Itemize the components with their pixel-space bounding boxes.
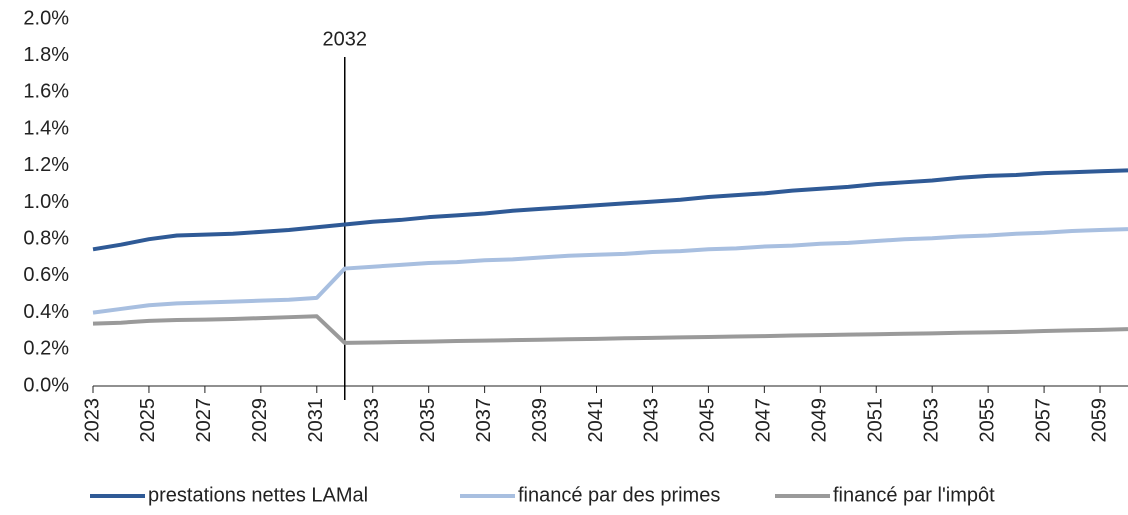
x-tick-label: 2031 — [305, 398, 327, 443]
y-tick-label: 0.8% — [23, 227, 69, 249]
x-tick-label: 2053 — [920, 398, 942, 443]
x-tick-label: 2029 — [249, 398, 271, 443]
y-tick-label: 0.6% — [23, 264, 69, 286]
series-line — [92, 314, 1128, 345]
x-tick-label: 2051 — [865, 398, 887, 443]
y-tick-label: 0.4% — [23, 301, 69, 323]
series-line — [92, 168, 1128, 252]
x-tick-label: 2057 — [1032, 398, 1054, 443]
legend-label: financé par des primes — [518, 484, 720, 506]
x-tick-label: 2055 — [976, 398, 998, 443]
x-tick-label: 2035 — [417, 398, 439, 443]
x-tick-label: 2023 — [81, 398, 103, 443]
x-tick-label: 2043 — [641, 398, 663, 443]
legend-label: prestations nettes LAMal — [148, 484, 368, 506]
x-tick-label: 2033 — [361, 398, 383, 443]
x-tick-label: 2039 — [529, 398, 551, 443]
y-tick-label: 1.6% — [23, 81, 69, 103]
y-tick-label: 0.2% — [23, 338, 69, 360]
y-tick-label: 0.0% — [23, 374, 69, 396]
x-tick-label: 2041 — [585, 398, 607, 443]
y-tick-label: 1.4% — [23, 117, 69, 139]
x-tick-label: 2059 — [1088, 398, 1110, 443]
x-tick-label: 2025 — [137, 398, 159, 443]
annotation-label: 2032 — [323, 28, 368, 50]
x-tick-label: 2027 — [193, 398, 215, 443]
y-tick-label: 1.0% — [23, 191, 69, 213]
x-tick-label: 2037 — [473, 398, 495, 443]
series-line — [92, 227, 1128, 315]
x-tick-label: 2045 — [697, 398, 719, 443]
y-tick-label: 2.0% — [23, 7, 69, 29]
legend-label: financé par l'impôt — [833, 484, 995, 506]
x-tick-label: 2049 — [809, 398, 831, 443]
x-tick-label: 2047 — [753, 398, 775, 443]
y-tick-label: 1.8% — [23, 44, 69, 66]
y-tick-label: 1.2% — [23, 154, 69, 176]
